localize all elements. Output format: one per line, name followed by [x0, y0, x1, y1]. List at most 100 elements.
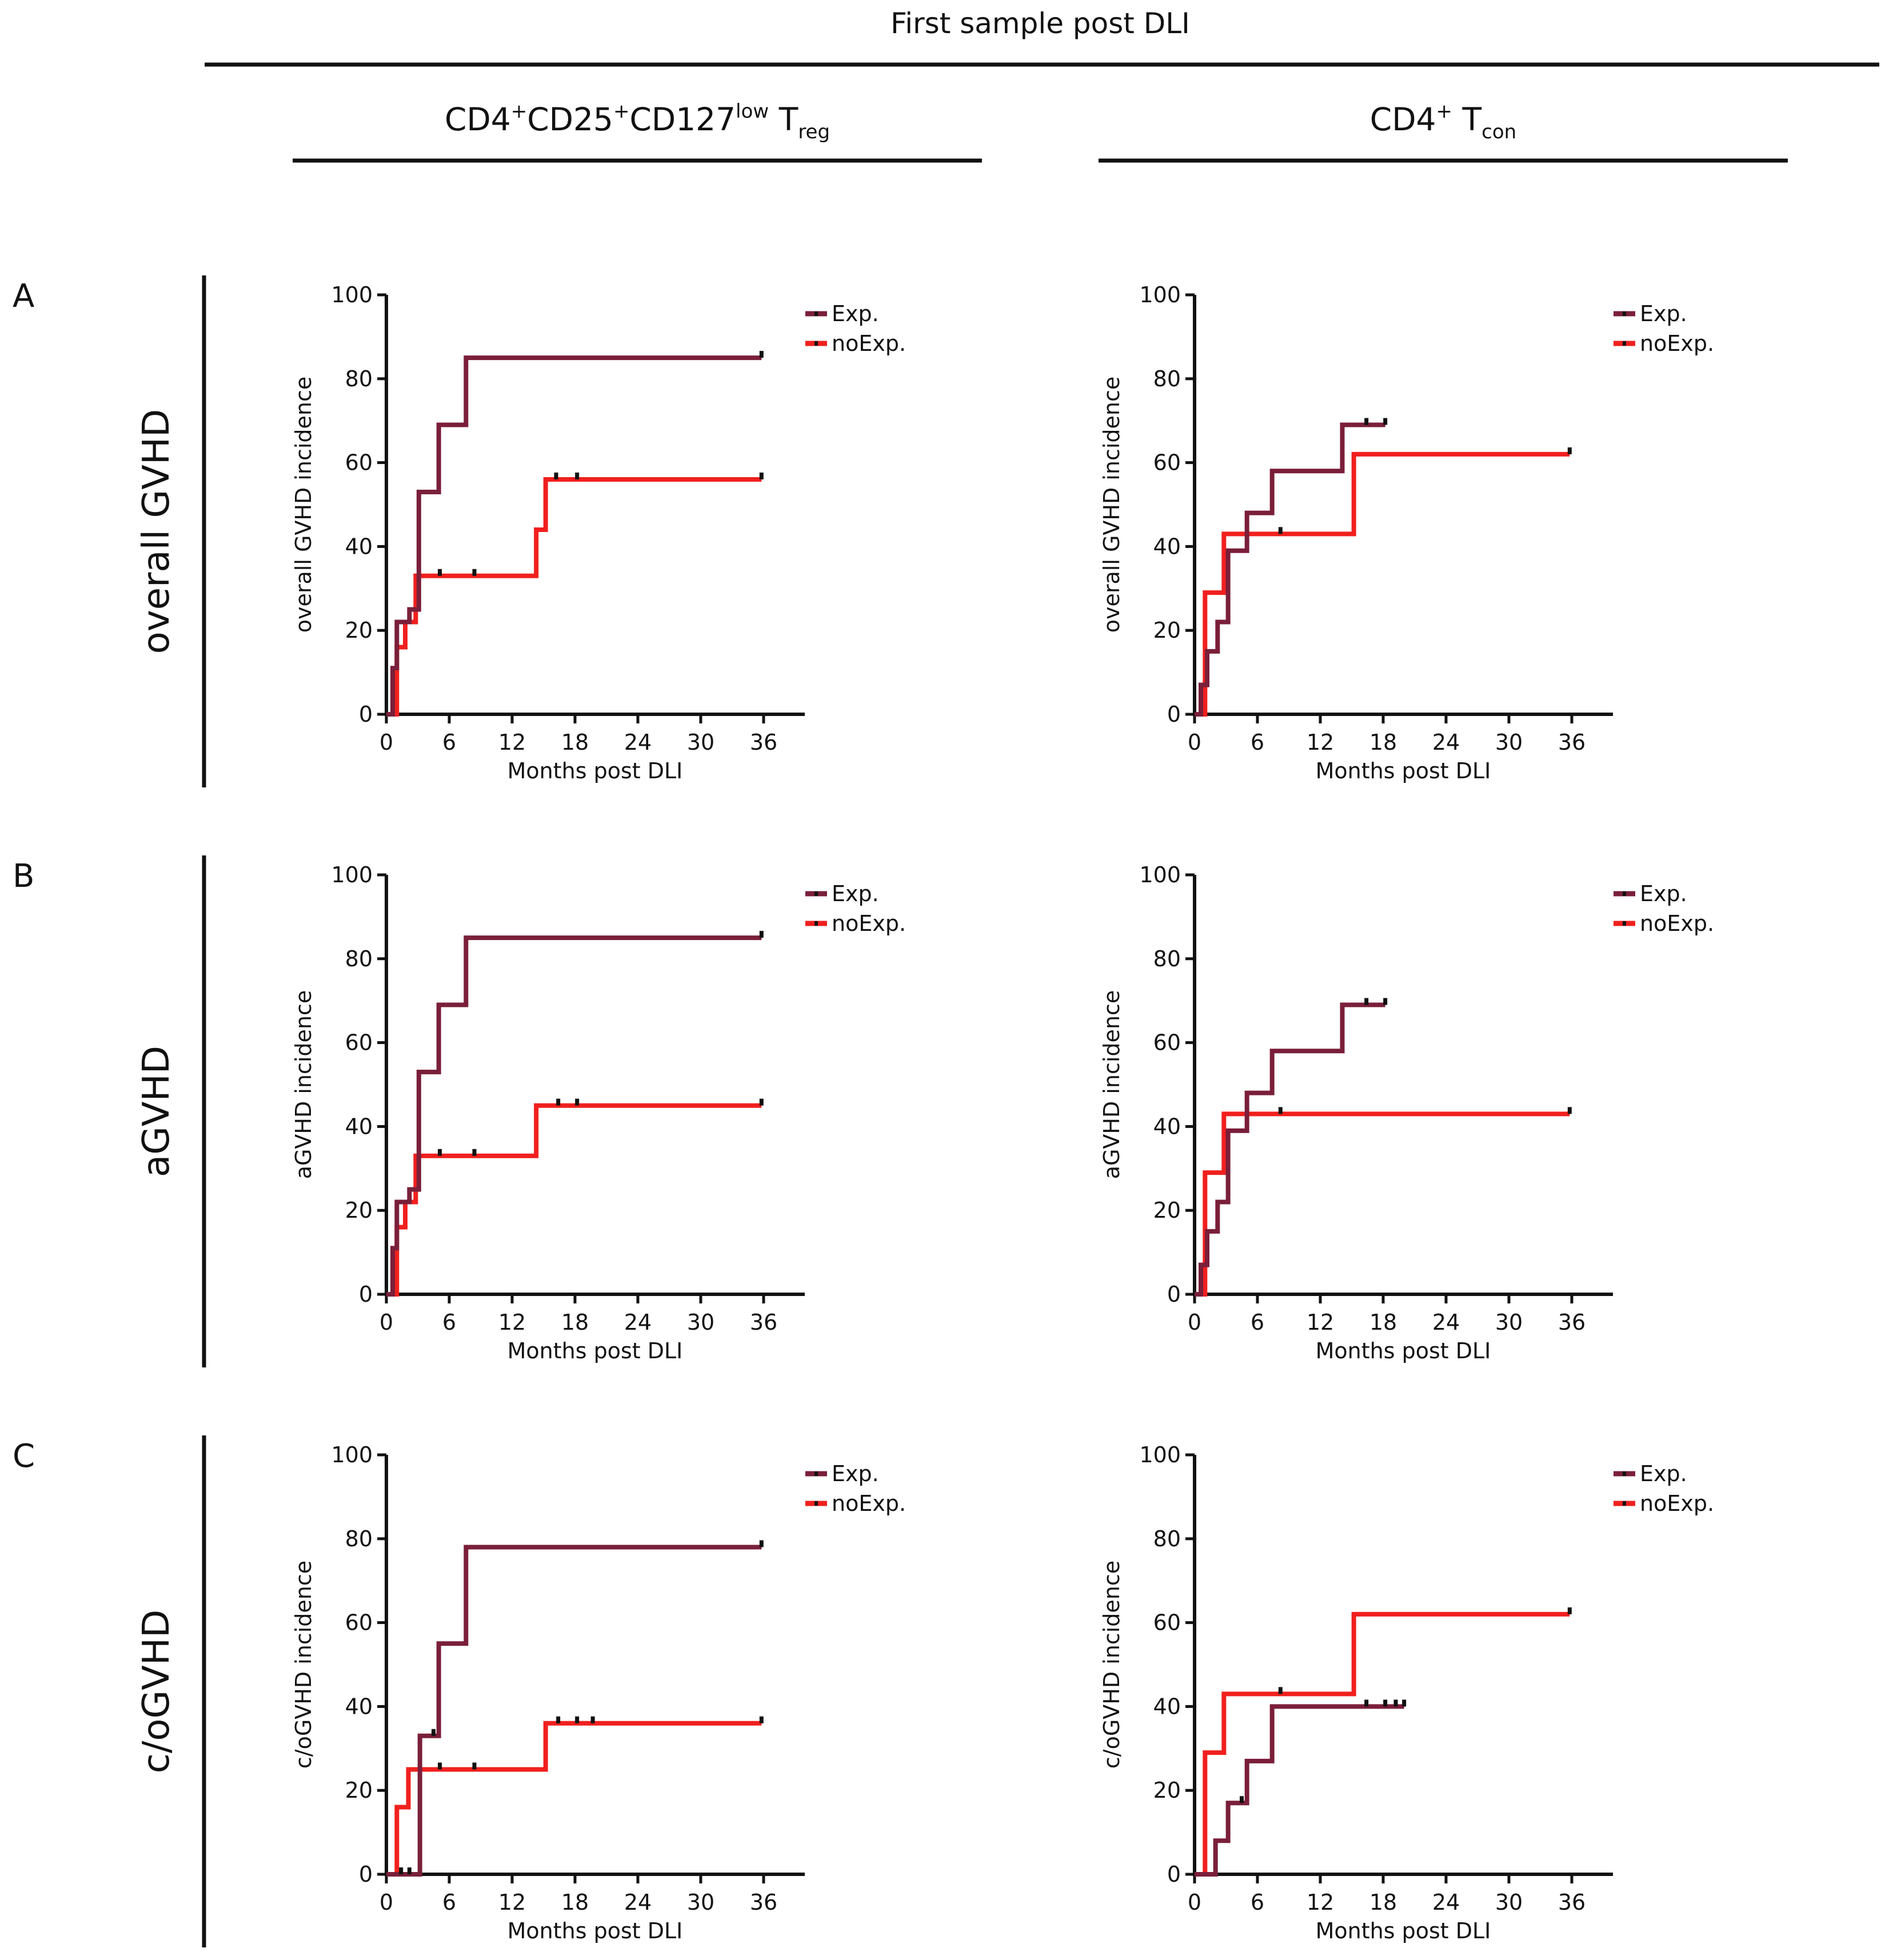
y-axis-label: c/oGVHD incidence: [1099, 1561, 1124, 1769]
x-tick-label: 12: [498, 1310, 526, 1335]
x-tick-label: 0: [380, 730, 393, 755]
legend-item: Exp.: [1614, 1461, 1687, 1486]
censor-mark: [1567, 1607, 1572, 1614]
y-axis-label: overall GVHD incidence: [291, 377, 316, 633]
y-tick-label: 0: [359, 702, 373, 727]
column-title-main: CD4: [445, 101, 511, 138]
y-tick-label: 20: [1153, 1778, 1181, 1803]
x-tick-label: 36: [1558, 730, 1586, 755]
y-tick-label: 20: [1153, 618, 1181, 643]
y-tick-label: 100: [1139, 862, 1181, 887]
censor-mark: [759, 351, 764, 358]
censor-mark: [438, 1149, 442, 1156]
x-axis-label: Months post DLI: [508, 1918, 683, 1943]
row-label: aGVHD: [135, 1046, 178, 1177]
legend-item: Exp.: [1614, 881, 1687, 906]
series-line-noexp: [386, 477, 762, 717]
legend-censor-mark: [814, 1471, 818, 1476]
column-title-main: CD4: [1370, 101, 1436, 138]
x-tick-label: 6: [442, 1310, 456, 1335]
censor-mark: [1278, 1687, 1283, 1694]
legend-label: noExp.: [832, 911, 906, 936]
row-letter: B: [13, 858, 34, 895]
censor-mark: [472, 1149, 477, 1156]
y-tick-label: 60: [1153, 1610, 1181, 1635]
x-tick-label: 18: [1369, 730, 1397, 755]
y-tick-label: 0: [1167, 1282, 1181, 1307]
column-title-part: CD25: [527, 101, 613, 138]
legend-label: Exp.: [1640, 301, 1687, 326]
x-tick-label: 30: [1495, 1890, 1523, 1915]
x-tick-label: 24: [1432, 1890, 1460, 1915]
y-tick-label: 0: [359, 1862, 373, 1887]
column-title-part: reg: [798, 121, 830, 143]
censor-mark: [590, 1716, 595, 1723]
legend-censor-mark: [814, 921, 818, 926]
x-axis-label: Months post DLI: [1316, 1918, 1491, 1943]
column-title-part: con: [1481, 121, 1516, 143]
x-tick-label: 18: [1369, 1310, 1397, 1335]
legend-label: noExp.: [1640, 1491, 1714, 1516]
legend-label: noExp.: [1640, 911, 1714, 936]
x-tick-label: 6: [442, 1890, 456, 1915]
column-title-part: T: [769, 101, 798, 138]
x-tick-label: 24: [1432, 1310, 1460, 1335]
censor-mark: [432, 1729, 436, 1736]
y-tick-label: 100: [1139, 1442, 1181, 1467]
legend-label: Exp.: [832, 1461, 879, 1486]
x-tick-label: 30: [687, 1310, 714, 1335]
censor-mark: [759, 472, 764, 479]
censor-mark: [1364, 998, 1369, 1005]
y-tick-label: 40: [1153, 1114, 1181, 1139]
y-tick-label: 20: [1153, 1198, 1181, 1223]
censor-mark: [759, 1716, 764, 1723]
legend-item: Exp.: [805, 881, 879, 906]
x-axis-label: Months post DLI: [1316, 758, 1491, 783]
y-tick-label: 80: [1153, 1526, 1181, 1551]
censor-mark: [399, 1867, 404, 1874]
y-tick-label: 60: [345, 450, 373, 475]
y-tick-label: 0: [1167, 702, 1181, 727]
column-title-part: +: [1436, 100, 1453, 123]
row-label: overall GVHD: [135, 409, 178, 654]
x-tick-label: 12: [1307, 1310, 1334, 1335]
km-panel: 0 20 40 60 80 100 0 6 12 18 24 30 36 Months post DLI o…: [291, 282, 906, 783]
x-tick-label: 12: [498, 1890, 526, 1915]
series-line-noexp: [1195, 1111, 1570, 1297]
legend-item: noExp.: [1614, 331, 1714, 356]
y-axis-label: aGVHD incidence: [1099, 990, 1124, 1179]
y-tick-label: 100: [331, 1442, 373, 1467]
legend-censor-mark: [814, 311, 818, 316]
legend-label: Exp.: [1640, 881, 1687, 906]
legend-censor-mark: [1623, 921, 1626, 926]
y-tick-label: 80: [345, 946, 373, 971]
y-axis-label: c/oGVHD incidence: [291, 1561, 316, 1769]
column-title-part: T: [1452, 101, 1481, 138]
legend-censor-mark: [1623, 1471, 1626, 1476]
censor-mark: [556, 1716, 561, 1723]
x-tick-label: 36: [750, 730, 777, 755]
x-tick-label: 24: [624, 730, 652, 755]
censor-mark: [407, 1867, 412, 1874]
y-tick-label: 60: [345, 1030, 373, 1055]
y-tick-label: 80: [345, 1526, 373, 1551]
x-axis-label: Months post DLI: [508, 1338, 683, 1363]
y-tick-label: 80: [345, 366, 373, 391]
km-panel: 0 20 40 60 80 100 0 6 12 18 24 30 36 Months post DLI a…: [1099, 862, 1714, 1363]
x-tick-label: 6: [1251, 1310, 1264, 1335]
y-tick-label: 60: [1153, 1030, 1181, 1055]
censor-mark: [1567, 1107, 1572, 1114]
x-tick-label: 36: [1558, 1310, 1586, 1335]
censor-mark: [1278, 527, 1283, 534]
legend-item: Exp.: [1614, 301, 1687, 326]
y-tick-label: 20: [345, 618, 373, 643]
series-line-exp: [386, 355, 762, 717]
censor-mark: [1393, 1699, 1398, 1707]
legend-censor-mark: [814, 891, 818, 896]
y-tick-label: 80: [1153, 366, 1181, 391]
x-tick-label: 6: [442, 730, 456, 755]
column-title: CD4+ Tcon: [1370, 100, 1516, 143]
x-tick-label: 0: [1188, 1890, 1201, 1915]
x-tick-label: 30: [687, 730, 714, 755]
